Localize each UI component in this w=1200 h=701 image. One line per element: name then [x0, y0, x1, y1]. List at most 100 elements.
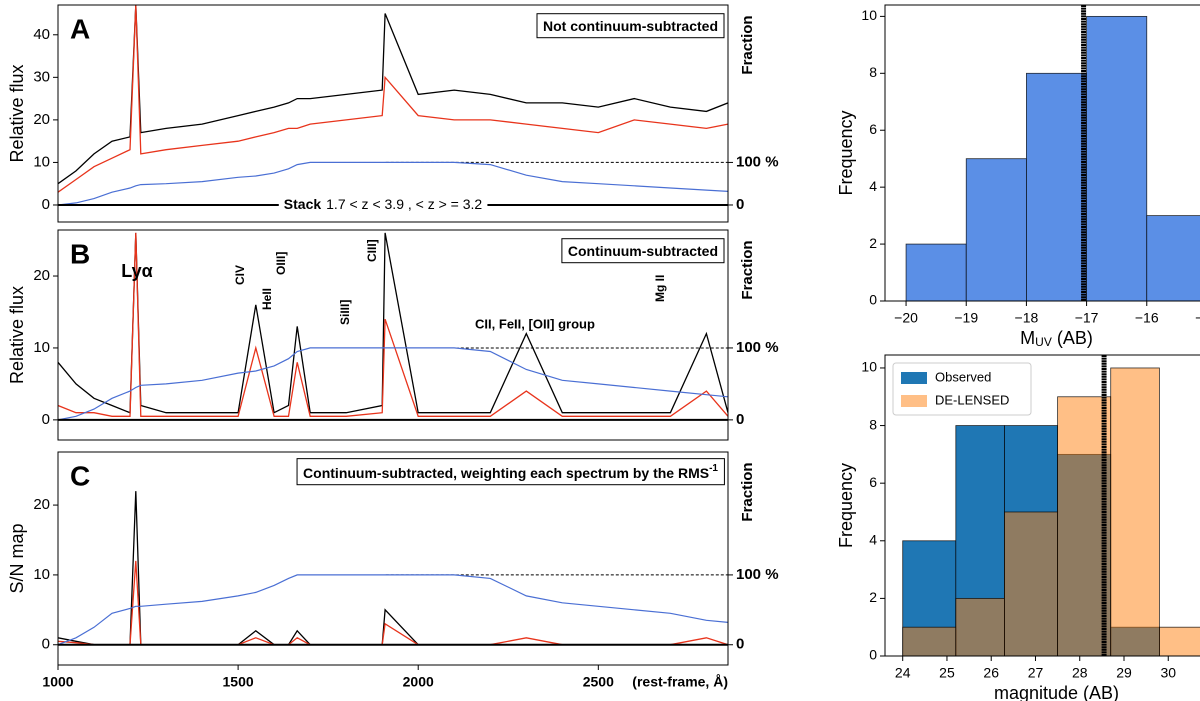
stack-label-bg: [278, 195, 488, 212]
x-tick-label: 28: [1072, 665, 1088, 681]
box-label-text: Continuum-subtracted: [568, 243, 718, 259]
y-tick-label: 8: [869, 416, 877, 432]
hist-bar: [1026, 72, 1087, 301]
y2-tick-label: 100 %: [736, 153, 779, 170]
x-label-rest: (AB): [1052, 328, 1093, 348]
y2-tick-label: 100 %: [736, 339, 779, 356]
axes-frame: [884, 4, 1200, 302]
x-tick-label: 25: [939, 665, 955, 681]
axes-frame: [884, 354, 1200, 657]
x-tick-label: −20: [894, 310, 918, 326]
plot-area: [58, 491, 728, 646]
plot-area: [905, 5, 1200, 301]
y2-axis-label: Fraction: [739, 462, 756, 521]
y-tick-label: 30: [33, 68, 50, 85]
spectrum-line: [58, 574, 728, 646]
y-tick-label: 0: [869, 292, 877, 308]
y-tick-label: 8: [869, 64, 877, 80]
x-tick-label: 2000: [403, 674, 434, 690]
hist-bar: [955, 597, 1005, 656]
x-label-main: M: [1020, 328, 1035, 348]
stack-label: Stack 1.7 < z < 3.9 , < z > = 3.2: [284, 196, 483, 212]
y-tick-label: 10: [861, 7, 877, 23]
y-tick-label: 4: [869, 531, 877, 547]
y-tick-label: 20: [33, 496, 50, 513]
stack-label-text: 1.7 < z < 3.9 , < z > = 3.2: [326, 196, 482, 212]
x-tick-label: 1000: [42, 674, 73, 690]
line-annotation: Mg II: [653, 275, 667, 302]
x-tick-label: 30: [1160, 665, 1176, 681]
hist-bar: [1086, 15, 1148, 301]
line-annotation: CIV: [233, 265, 247, 285]
axes-frame: [57, 4, 729, 223]
stack-label-bold: Stack: [284, 196, 322, 212]
y-axis-label: Frequency: [836, 110, 856, 195]
y-tick-label: 10: [33, 566, 50, 583]
spectrum-line: [58, 347, 728, 421]
legend-label: DE-LENSED: [935, 392, 1009, 407]
y-tick-label: 10: [33, 153, 50, 170]
y-axis-label: Relative flux: [7, 64, 27, 162]
panel-letter: C: [70, 460, 90, 491]
hist-bar: [905, 243, 967, 301]
y2-tick-label: 100 %: [736, 566, 779, 583]
spectrum-line: [58, 5, 728, 193]
x-axis-label: magnitude (AB): [994, 683, 1119, 701]
x-tick-label: −18: [1015, 310, 1039, 326]
x-label-sub: UV: [1035, 335, 1052, 349]
line-annotation: Lyα: [121, 261, 152, 281]
y-tick-label: 20: [33, 111, 50, 128]
plot-area: [902, 355, 1200, 656]
x-tick-label: −15: [1195, 310, 1200, 326]
line-annotation: HeII: [260, 288, 274, 310]
y-tick-label: 0: [869, 647, 877, 663]
x-tick-label: 1500: [223, 674, 254, 690]
y-tick-label: 4: [869, 178, 877, 194]
y-tick-label: 2: [869, 235, 877, 251]
x-tick-label: −19: [954, 310, 978, 326]
y2-tick-label: 0: [736, 636, 744, 653]
y-axis-label: Frequency: [836, 463, 856, 548]
legend-label: Observed: [935, 369, 991, 384]
box-frame: [536, 13, 725, 39]
spectrum-line: [58, 491, 728, 646]
axes-frame: [57, 229, 729, 441]
y2-axis-label: Fraction: [739, 240, 756, 299]
y-tick-label: 10: [33, 339, 50, 356]
spectrum-line: [58, 161, 728, 206]
y-tick-label: 20: [33, 267, 50, 284]
y-axis-label: S/N map: [7, 523, 27, 593]
box-label-text: Not continuum-subtracted: [543, 18, 718, 34]
line-annotation: SiIII]: [338, 300, 352, 325]
box-frame: [296, 458, 725, 486]
box-label: Continuum-subtracted: [568, 243, 718, 259]
x-axis-label: (rest-frame, Å): [632, 674, 728, 690]
y-axis-label: Relative flux: [7, 286, 27, 384]
legend-swatch: [901, 372, 927, 384]
y2-axis-label: Fraction: [739, 15, 756, 74]
y-tick-label: 6: [869, 121, 877, 137]
plot-area: [58, 232, 728, 421]
box-label: Not continuum-subtracted: [543, 18, 718, 34]
x-tick-label: 26: [983, 665, 999, 681]
legend-swatch: [901, 395, 927, 407]
y-tick-label: 0: [42, 636, 50, 653]
x-tick-label: −17: [1075, 310, 1099, 326]
box-label-sup: -1: [709, 463, 718, 474]
hist-bar: [965, 158, 1027, 301]
box-label-text: Continuum-subtracted, weighting each spe…: [303, 465, 709, 481]
x-label-main: magnitude (AB): [994, 683, 1119, 701]
panel-letter: A: [70, 13, 90, 44]
hist-bar: [1146, 215, 1200, 301]
line-annotation: OIII]: [274, 252, 288, 275]
y-tick-label: 0: [42, 196, 50, 213]
legend-frame: [892, 362, 1032, 416]
x-tick-label: 24: [895, 665, 911, 681]
y-tick-label: 40: [33, 26, 50, 43]
hist-bar: [902, 626, 957, 656]
box-label: Continuum-subtracted, weighting each spe…: [303, 463, 718, 481]
box-frame: [561, 238, 725, 264]
spectrum-line: [58, 232, 728, 417]
x-tick-label: 29: [1116, 665, 1132, 681]
